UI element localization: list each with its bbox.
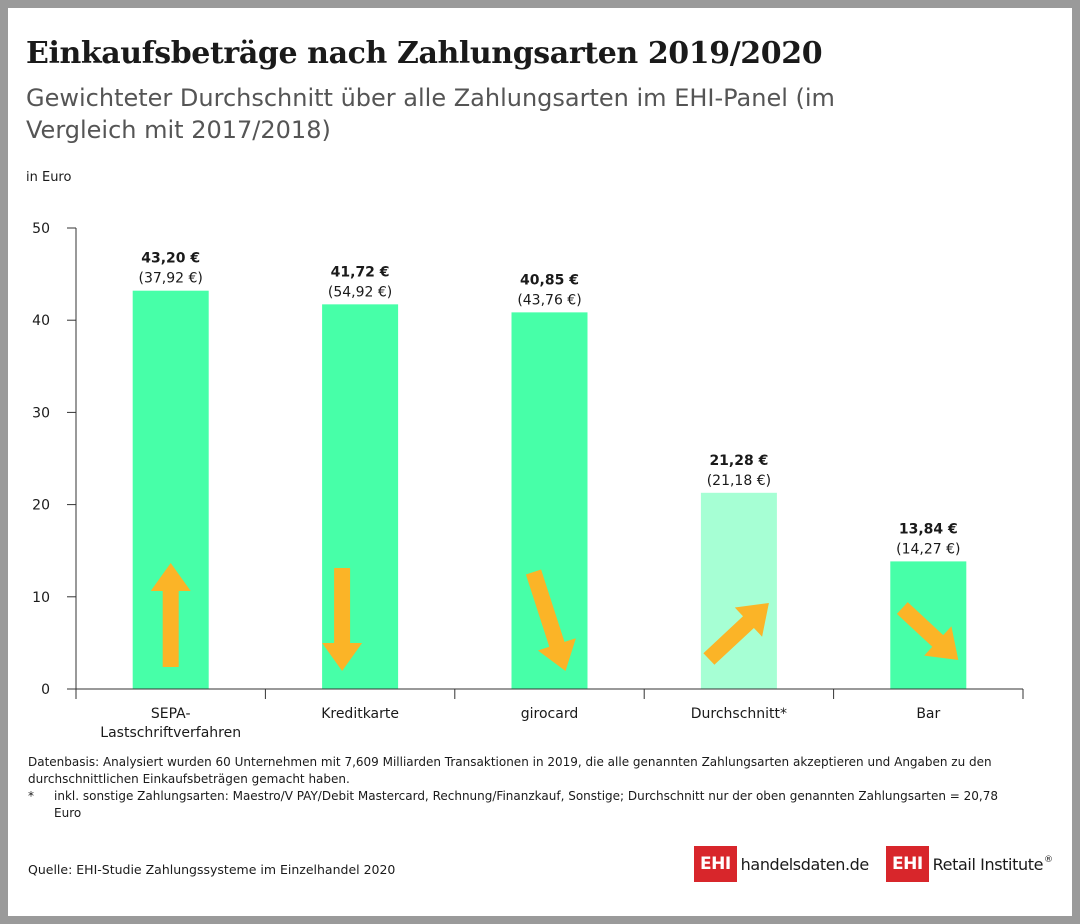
x-category-label: SEPA-: [151, 706, 191, 722]
x-category-label: Lastschriftverfahren: [100, 725, 241, 741]
data-label-value: 41,72 €: [331, 264, 390, 280]
y-tick-label: 50: [32, 221, 50, 237]
trend-arrow-icon: [703, 603, 769, 665]
x-category-label: Kreditkarte: [321, 706, 399, 722]
retail-institute-logo[interactable]: EHI Retail Institute®: [886, 846, 1053, 882]
data-label-previous: (54,92 €): [328, 284, 392, 300]
data-label-value: 40,85 €: [520, 272, 579, 288]
handelsdaten-logo-box: EHI: [694, 846, 737, 882]
y-axis-unit: in Euro: [26, 170, 72, 185]
bar-chart: 0 10 20 30 40 50 43,20 € (37,92 €) SEPA- Lastschr…: [32, 221, 1024, 741]
data-label-previous: (14,27 €): [896, 541, 960, 557]
x-category-label: girocard: [521, 706, 578, 722]
trend-arrow-icon: [896, 602, 959, 660]
y-tick-label: 40: [32, 313, 50, 329]
footnote-text: inkl. sonstige Zahlungsarten: Maestro/V …: [54, 789, 999, 820]
y-tick-label: 30: [32, 405, 50, 421]
data-basis-note: Datenbasis: Analysiert wurden 60 Unterne…: [28, 755, 992, 786]
handelsdaten-logo[interactable]: EHI handelsdaten.de: [694, 846, 869, 882]
footnote-marker: *: [28, 789, 34, 803]
y-tick-label: 20: [32, 498, 50, 514]
data-label-previous: (43,76 €): [517, 292, 581, 308]
data-label-value: 43,20 €: [141, 251, 200, 267]
retail-institute-logo-text: Retail Institute®: [933, 855, 1053, 874]
trend-arrow-icon: [525, 569, 576, 671]
chart-subtitle: Gewichteter Durchschnitt über alle Zahlu…: [26, 84, 835, 144]
x-category-label: Durchschnitt*: [691, 706, 787, 722]
retail-institute-logo-box: EHI: [886, 846, 929, 882]
bar: [322, 304, 399, 689]
y-tick-label: 0: [41, 682, 50, 698]
trend-arrow-icon: [322, 568, 363, 671]
data-notes: Datenbasis: Analysiert wurden 60 Unterne…: [28, 754, 1018, 822]
chart-title: Einkaufsbeträge nach Zahlungsarten 2019/…: [26, 36, 823, 71]
source-note: Quelle: EHI-Studie Zahlungssysteme im Ei…: [28, 862, 396, 877]
trend-arrow-icon: [150, 563, 191, 667]
footnote: * inkl. sonstige Zahlungsarten: Maestro/…: [28, 788, 1018, 822]
registered-mark: ®: [1044, 854, 1053, 865]
x-category-label: Bar: [916, 706, 940, 722]
retail-institute-name: Retail Institute: [932, 854, 1044, 874]
data-label-previous: (37,92 €): [139, 271, 203, 287]
data-label-value: 21,28 €: [709, 453, 768, 469]
data-label-previous: (21,18 €): [707, 473, 771, 489]
data-label-value: 13,84 €: [899, 521, 958, 537]
handelsdaten-logo-text: handelsdaten.de: [740, 854, 870, 874]
y-tick-label: 10: [32, 590, 50, 606]
